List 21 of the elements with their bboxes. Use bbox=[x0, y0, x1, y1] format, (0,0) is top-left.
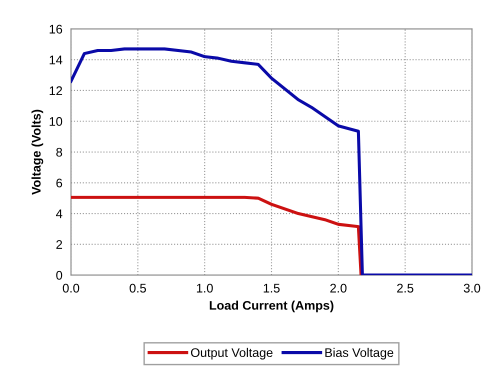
x-tick-label: 0.0 bbox=[62, 284, 80, 293]
x-tick-label: 2.0 bbox=[330, 284, 347, 293]
legend-label: Output Voltage bbox=[190, 348, 273, 360]
x-tick-label: 2.5 bbox=[397, 284, 414, 293]
y-axis-title: Voltage (Volts) bbox=[32, 110, 44, 195]
x-tick-label: 1.5 bbox=[264, 284, 280, 293]
x-tick-label: 3.0 bbox=[464, 284, 480, 293]
y-tick-label: 4 bbox=[56, 209, 62, 218]
y-tick-label: 8 bbox=[56, 148, 62, 157]
y-tick-label: 12 bbox=[50, 86, 62, 96]
line-series bbox=[71, 196, 363, 276]
y-tick-label: 0 bbox=[56, 270, 62, 280]
y-tick-label: 2 bbox=[56, 240, 62, 249]
y-tick-label: 16 bbox=[50, 24, 62, 34]
x-axis-title: Load Current (Amps) bbox=[210, 300, 334, 312]
x-tick-label: 0.5 bbox=[130, 284, 146, 293]
y-tick-label: 14 bbox=[50, 56, 62, 64]
x-tick-label: 1.0 bbox=[196, 284, 213, 293]
y-tick-label: 10 bbox=[50, 117, 62, 126]
y-tick-label: 6 bbox=[56, 178, 62, 188]
legend-label: Bias Voltage bbox=[325, 348, 394, 360]
